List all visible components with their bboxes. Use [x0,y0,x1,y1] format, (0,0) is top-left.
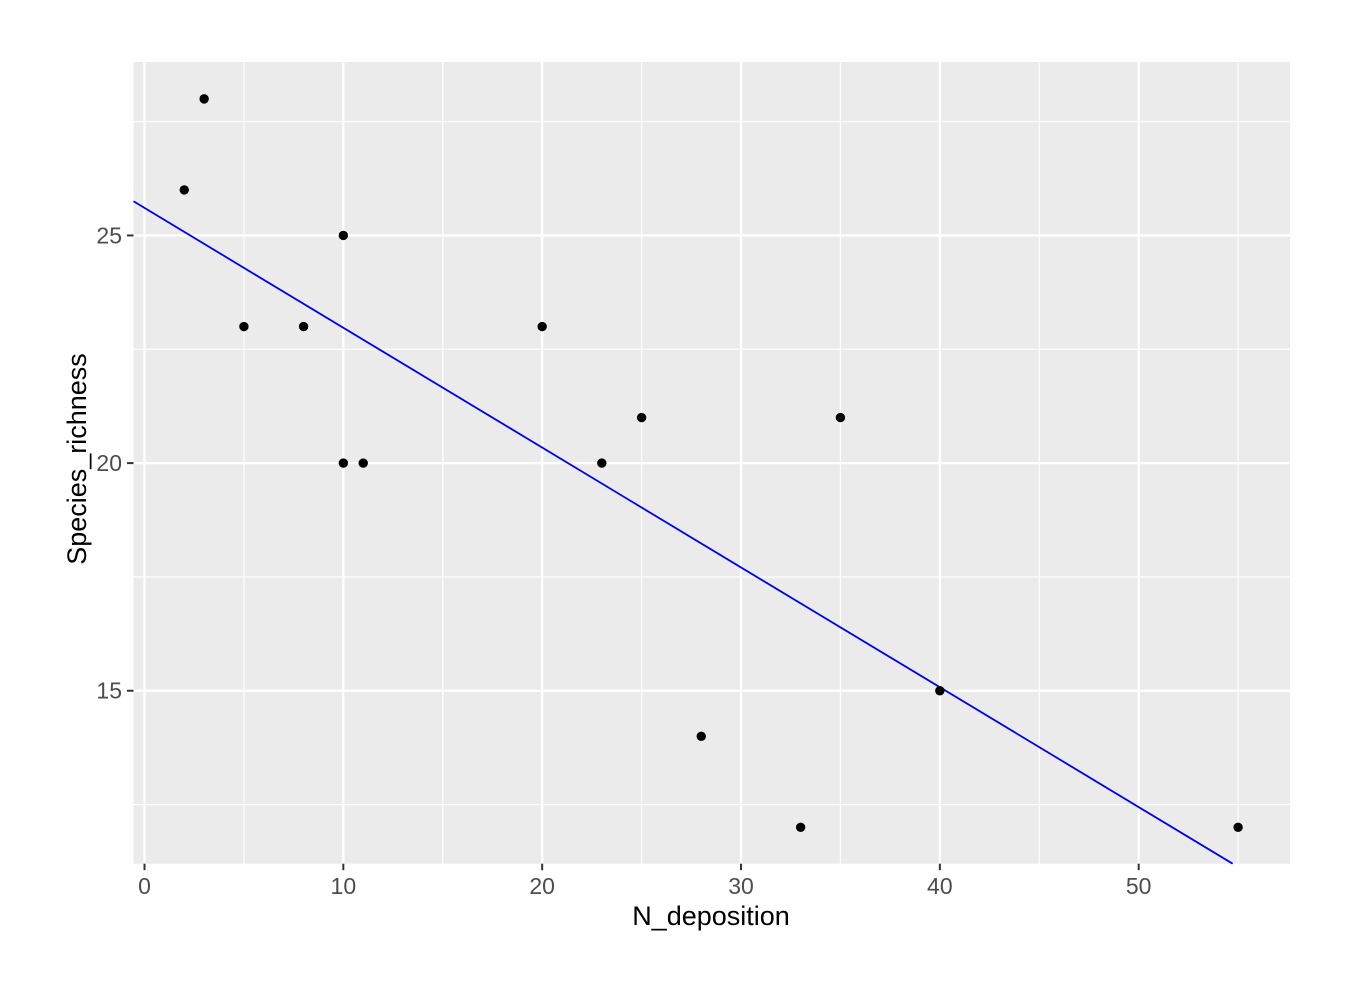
data-point [537,321,547,332]
x-tick-label: 0 [138,873,151,899]
data-point [795,822,806,833]
data-point [239,321,249,332]
y-tick-label: 25 [96,222,122,248]
data-point [179,185,189,195]
x-tick-label: 40 [927,873,953,899]
data-point [298,321,309,332]
x-tick-label: 20 [529,873,555,899]
plot-panel [133,62,1290,864]
regression-line [133,200,1234,865]
x-tick-label: 30 [728,873,754,899]
data-point [835,412,846,423]
data-point [696,731,706,741]
data-point [358,458,368,468]
data-marks-layer [133,94,1243,865]
data-point [636,412,647,423]
data-point [199,94,209,104]
y-tick-label: 15 [96,678,122,704]
x-axis-title: N_deposition [632,901,790,931]
x-tick-label: 50 [1126,873,1152,899]
y-axis-title: Species_richness [62,353,92,565]
axes-layer: 0 10 20 30 40 50 15 20 25 [96,222,1151,899]
x-tick-label: 10 [331,873,357,899]
data-point [338,458,349,468]
data-point [935,686,945,696]
data-point [597,458,607,468]
y-tick-label: 20 [96,450,122,476]
data-point [1233,822,1243,833]
data-point [338,230,349,241]
